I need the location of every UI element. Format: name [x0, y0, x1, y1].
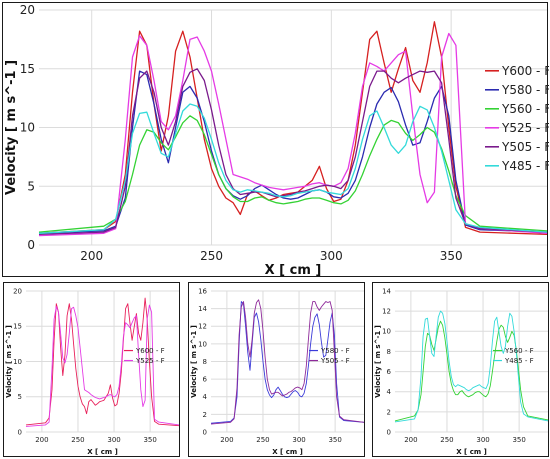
y-tick-label: 8	[203, 358, 207, 366]
legend-label: Y525 - F	[135, 357, 165, 365]
y-tick-label: 12	[198, 323, 207, 331]
series-line-y525-f	[38, 32, 548, 237]
legend: Y560 - F Y485 - F	[493, 347, 534, 365]
legend-label: Y525 - F	[501, 121, 549, 135]
y-tick-label: 10	[20, 121, 35, 135]
y-axis-title: Velocity [ m s^-1 ]	[4, 60, 19, 195]
x-tick-label: 300	[476, 436, 489, 444]
x-tick-label: 250	[71, 436, 84, 444]
y-tick-label: 8	[387, 348, 391, 356]
legend-label: Y580 - F	[501, 83, 549, 97]
x-tick-label: 350	[143, 436, 156, 444]
x-tick-label: 300	[320, 249, 343, 263]
y-tick-label: 5	[27, 179, 35, 193]
series-line-y580-f	[210, 301, 365, 424]
y-axis-title: Velocity [ m s^-1 ]	[5, 325, 13, 398]
y-tick-label: 20	[13, 287, 22, 295]
legend: Y600 - F Y525 - F	[124, 347, 165, 365]
series-line-y485-f	[38, 103, 548, 234]
series-line-y580-f	[38, 70, 548, 234]
grid	[395, 290, 548, 433]
legend-label: Y600 - F	[135, 347, 165, 355]
x-tick-label: 250	[200, 249, 223, 263]
y-tick-label: 5	[18, 393, 22, 401]
velocity-chart-y560-y485: 200 250 300 350 0 2 4 6 8 10 12 14 X [ cm ] Velocity …	[374, 287, 549, 456]
legend-label: Y485 - F	[501, 159, 549, 173]
x-tick-label: 300	[292, 436, 305, 444]
y-tick-label: 14	[198, 305, 207, 313]
x-tick-label: 200	[35, 436, 48, 444]
series-line-y485-f	[394, 310, 549, 423]
y-tick-label: 0	[27, 238, 35, 252]
series-line-y505-f	[38, 68, 548, 236]
legend-label: Y600 - F	[501, 64, 549, 78]
y-tick-label: 14	[382, 287, 391, 295]
y-tick-label: 10	[13, 358, 22, 366]
y-tick-label: 0	[203, 428, 207, 436]
x-axis-title: X [ cm ]	[265, 263, 322, 278]
legend: Y580 - F Y505 - F	[309, 347, 350, 365]
y-tick-label: 15	[20, 62, 35, 76]
legend-label: Y505 - F	[320, 357, 350, 365]
x-tick-label: 250	[256, 436, 269, 444]
legend: Y600 - F Y580 - F Y560 - F Y525 - F Y505 - F…	[485, 64, 549, 173]
x-tick-label: 350	[440, 249, 463, 263]
series-line-y560-f	[394, 320, 549, 422]
x-tick-label: 350	[512, 436, 525, 444]
chart-panel-y600-y525: 200 250 300 350 0 5 10 15 20 X [ cm ] Velocity [ m…	[3, 282, 180, 457]
legend-label: Y485 - F	[504, 357, 534, 365]
y-tick-label: 12	[382, 308, 391, 316]
series-line-y560-f	[38, 115, 548, 233]
grid	[39, 9, 547, 246]
main-chart-panel: 200 250 300 350 0 5 10 15 20 X [ cm ] Velocity [ m…	[2, 2, 549, 278]
series-line-y525-f	[25, 304, 180, 427]
velocity-chart-y600-y525: 200 250 300 350 0 5 10 15 20 X [ cm ] Velocity [ m…	[5, 287, 180, 456]
x-tick-label: 250	[440, 436, 453, 444]
chart-panel-y580-y505: 200 250 300 350 0 2 4 6 8 10 12 14 16 X [ cm ] Velocit…	[188, 282, 365, 457]
legend-label: Y560 - F	[501, 102, 549, 116]
x-tick-label: 200	[404, 436, 417, 444]
x-axis-title: X [ cm ]	[456, 448, 487, 456]
y-tick-label: 0	[387, 428, 391, 436]
y-tick-label: 16	[198, 287, 207, 295]
y-tick-label: 6	[387, 368, 392, 376]
y-tick-label: 20	[20, 3, 35, 17]
velocity-chart-y580-y505: 200 250 300 350 0 2 4 6 8 10 12 14 16 X [ cm ] Velocit…	[190, 287, 365, 456]
legend-label: Y580 - F	[320, 347, 350, 355]
y-axis-title: Velocity [ m s^-1 ]	[374, 325, 382, 398]
x-axis-title: X [ cm ]	[87, 448, 118, 456]
y-tick-label: 2	[387, 408, 391, 416]
x-tick-label: 200	[80, 249, 103, 263]
y-tick-label: 10	[198, 340, 207, 348]
legend-label: Y560 - F	[504, 347, 534, 355]
y-axis-title: Velocity [ m s^-1 ]	[190, 325, 198, 398]
y-tick-label: 0	[18, 428, 22, 436]
series-line-y505-f	[210, 299, 365, 425]
x-axis-title: X [ cm ]	[272, 448, 303, 456]
x-tick-label: 200	[220, 436, 233, 444]
y-tick-label: 2	[203, 411, 207, 419]
chart-panel-y560-y485: 200 250 300 350 0 2 4 6 8 10 12 14 X [ cm ] Velocity …	[372, 282, 549, 457]
y-tick-label: 15	[13, 323, 22, 331]
y-tick-label: 4	[387, 388, 392, 396]
y-tick-label: 10	[382, 328, 391, 336]
x-tick-label: 300	[107, 436, 120, 444]
y-tick-label: 6	[203, 376, 208, 384]
legend-label: Y505 - F	[501, 140, 549, 154]
y-tick-label: 4	[203, 393, 208, 401]
main-velocity-chart: 200 250 300 350 0 5 10 15 20 X [ cm ] Velocity [ m…	[4, 3, 549, 278]
x-tick-label: 350	[328, 436, 341, 444]
